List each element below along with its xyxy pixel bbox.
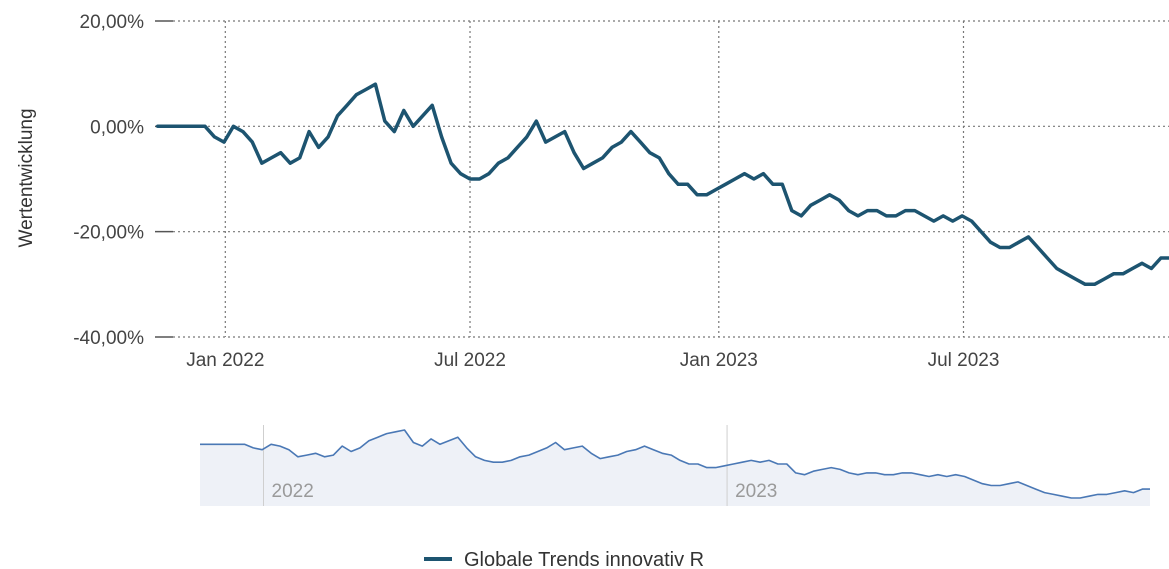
x-tick-label: Jul 2022 [434,350,506,371]
series-line [155,82,1169,287]
legend-series-label[interactable]: Globale Trends innovativ R [464,549,704,569]
y-tick-label: -40,00% [73,328,144,349]
y-tick-label: -20,00% [73,223,144,244]
chart-grid [155,20,1169,338]
x-axis: Jan 2022 Jul 2022 Jan 2023 Jul 2023 [186,350,999,371]
x-tick-label: Jan 2022 [186,350,264,371]
navigator-year-label: 2023 [735,481,777,502]
x-tick-label: Jan 2023 [680,350,758,371]
legend[interactable]: Globale Trends innovativ R [424,549,704,569]
y-tick-label: 0,00% [90,117,144,138]
y-tick-label: 20,00% [80,12,145,33]
navigator-year-label: 2022 [272,481,314,502]
navigator-area [200,430,1150,506]
navigator-line [200,429,1150,499]
plot-area[interactable] [155,82,1169,287]
navigator[interactable]: 2022 2023 [200,425,1150,506]
y-axis: 20,00% 0,00% -20,00% -40,00% [73,12,144,349]
y-axis-title: Wertentwicklung [16,108,37,247]
x-tick-label: Jul 2023 [928,350,1000,371]
